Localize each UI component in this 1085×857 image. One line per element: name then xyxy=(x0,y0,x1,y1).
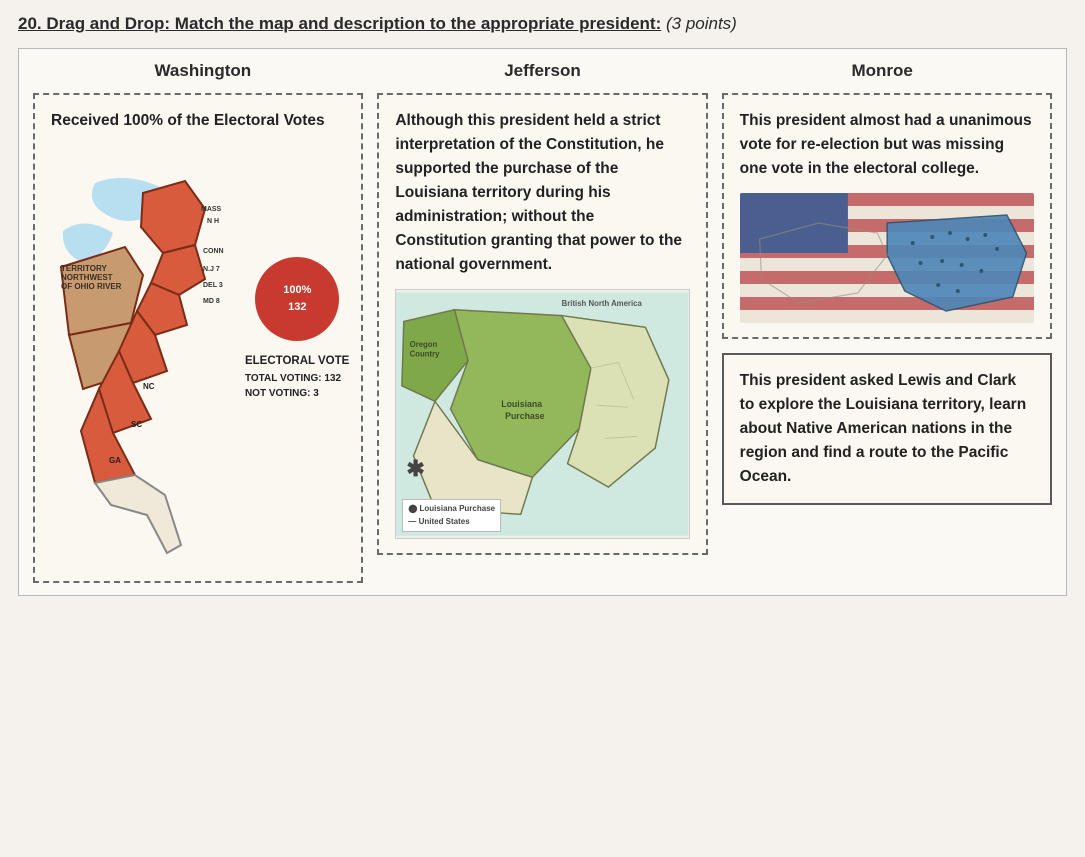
columns: Received 100% of the Electoral Votes xyxy=(33,93,1052,583)
map1-state-mass: MASS xyxy=(201,205,221,216)
card-jefferson-text: Although this president held a strict in… xyxy=(395,109,689,277)
card-monroe[interactable]: This president almost had a unanimous vo… xyxy=(722,93,1052,339)
map1-pie-pct: 100% xyxy=(283,282,311,299)
map1-legend-title: ELECTORAL VOTE xyxy=(245,353,349,371)
map1-legend: ELECTORAL VOTE TOTAL VOTING: 132 NOT VOT… xyxy=(245,353,349,402)
map1-state-nj: N.J 7 xyxy=(203,265,220,276)
header-monroe: Monroe xyxy=(712,61,1052,81)
map1-pie-total: 132 xyxy=(288,299,306,316)
map1-state-md: MD 8 xyxy=(203,297,220,308)
svg-text:NC: NC xyxy=(143,382,155,391)
question-points: (3 points) xyxy=(666,14,737,33)
map2-legend: ⬤ Louisiana Purchase — United States xyxy=(402,499,501,532)
svg-text:GA: GA xyxy=(109,456,121,465)
map1-state-nh: N H xyxy=(207,217,219,228)
map1-territory-label: TERRITORY NORTHWEST OF OHIO RIVER xyxy=(61,265,121,291)
outer-container: Washington Jefferson Monroe Received 100… xyxy=(18,48,1067,596)
map-washington-svg: GA SC NC xyxy=(55,175,245,555)
question-prompt: 20. Drag and Drop: Match the map and des… xyxy=(18,14,661,33)
svg-text:Purchase: Purchase xyxy=(505,411,545,421)
svg-text:Oregon: Oregon xyxy=(410,340,438,349)
map1-state-del: DEL 3 xyxy=(203,281,223,292)
map1-legend-not: NOT VOTING: 3 xyxy=(245,386,349,402)
card-lewis-clark-text: This president asked Lewis and Clark to … xyxy=(740,369,1034,489)
card-washington-text: Received 100% of the Electoral Votes xyxy=(51,109,345,133)
svg-text:British North America: British North America xyxy=(562,299,643,308)
president-headers: Washington Jefferson Monroe xyxy=(33,61,1052,81)
card-monroe-text: This president almost had a unanimous vo… xyxy=(740,109,1034,181)
svg-text:Louisiana: Louisiana xyxy=(502,399,543,409)
map-monroe xyxy=(740,193,1034,323)
card-lewis-clark[interactable]: This president asked Lewis and Clark to … xyxy=(722,353,1052,505)
map-jefferson: Louisiana Purchase Oregon Country Britis… xyxy=(395,289,689,539)
map1-legend-total: TOTAL VOTING: 132 xyxy=(245,371,349,387)
map1-pie: 100% 132 xyxy=(255,257,339,341)
map1-state-conn: CONN xyxy=(203,247,224,258)
header-jefferson: Jefferson xyxy=(373,61,713,81)
map-washington: GA SC NC TERRITORY NORTHWEST OF OHIO RIV… xyxy=(51,147,345,567)
question-title: 20. Drag and Drop: Match the map and des… xyxy=(18,14,1067,34)
card-jefferson[interactable]: Although this president held a strict in… xyxy=(377,93,707,555)
svg-text:Country: Country xyxy=(410,350,440,359)
compass-icon: ✱ xyxy=(406,452,424,486)
card-washington[interactable]: Received 100% of the Electoral Votes xyxy=(33,93,363,583)
header-washington: Washington xyxy=(33,61,373,81)
svg-text:SC: SC xyxy=(131,420,142,429)
